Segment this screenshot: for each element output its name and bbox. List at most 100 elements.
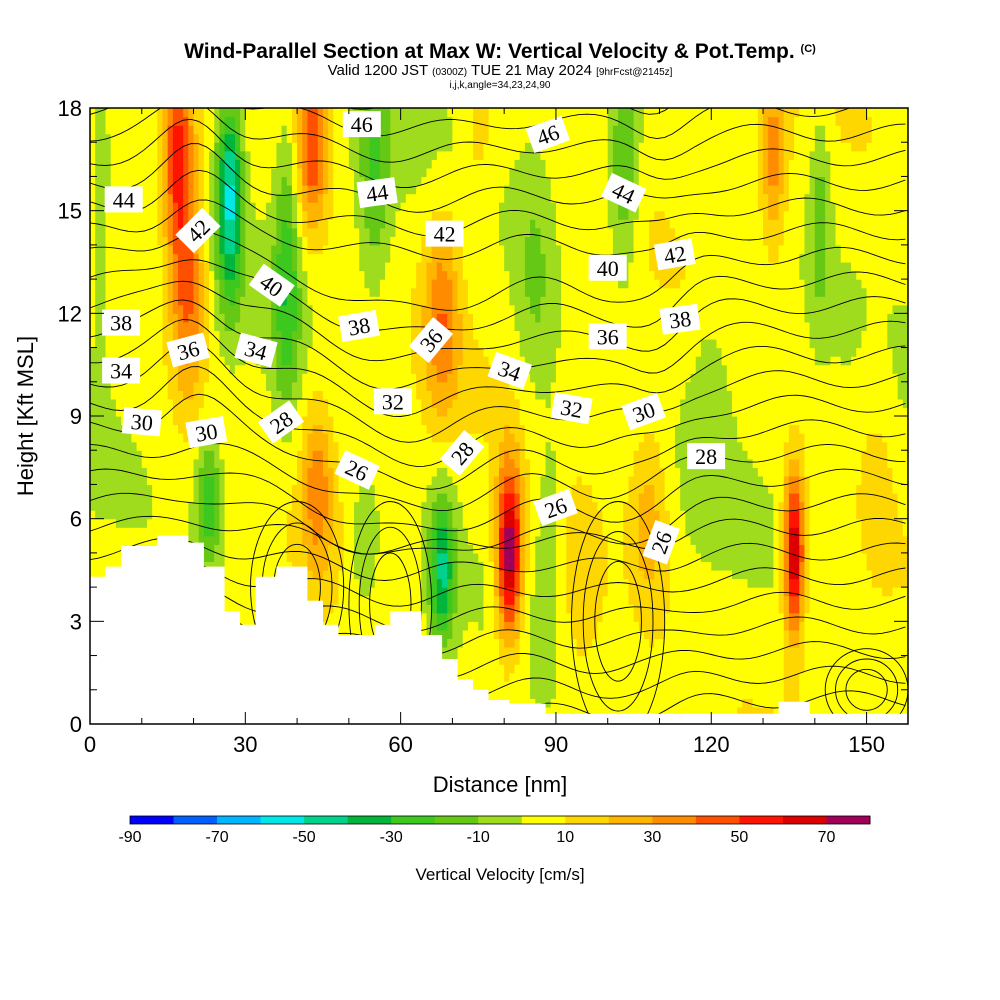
velocity-cell — [328, 236, 334, 246]
velocity-cell — [328, 321, 334, 332]
velocity-cell — [390, 167, 397, 178]
velocity-cell — [328, 347, 334, 357]
velocity-cell — [260, 210, 267, 220]
velocity-cell — [245, 441, 252, 451]
velocity-cell — [385, 133, 391, 143]
velocity-cell — [410, 527, 417, 537]
velocity-cell — [426, 262, 433, 272]
velocity-cell — [400, 313, 407, 323]
velocity-cell — [214, 458, 221, 468]
velocity-cell — [152, 125, 158, 135]
velocity-cell — [286, 227, 293, 237]
velocity-cell — [271, 356, 277, 366]
velocity-cell — [359, 424, 365, 434]
velocity-cell — [416, 142, 422, 152]
velocity-cell — [359, 570, 365, 580]
velocity-cell — [203, 185, 210, 195]
velocity-cell — [281, 116, 288, 126]
velocity-cell — [131, 339, 138, 349]
velocity-cell — [405, 125, 412, 135]
velocity-cell — [193, 467, 200, 477]
velocity-cell — [421, 227, 428, 237]
velocity-cell — [146, 125, 153, 135]
velocity-cell — [224, 210, 231, 220]
velocity-cell — [307, 150, 314, 160]
velocity-cell — [172, 484, 179, 494]
velocity-cell — [126, 133, 133, 143]
velocity-cell — [234, 253, 241, 263]
velocity-cell — [146, 279, 153, 289]
velocity-cell — [317, 475, 324, 486]
velocity-cell — [354, 510, 360, 520]
velocity-cell — [90, 527, 96, 537]
velocity-cell — [416, 304, 422, 314]
velocity-cell — [348, 339, 355, 349]
velocity-cell — [348, 595, 355, 605]
velocity-cell — [291, 125, 298, 135]
velocity-cell — [297, 116, 303, 126]
velocity-cell — [240, 484, 246, 494]
velocity-cell — [240, 150, 246, 160]
velocity-cell — [95, 150, 101, 160]
velocity-cell — [302, 364, 309, 374]
velocity-cell — [209, 253, 215, 263]
velocity-cell — [276, 253, 283, 263]
velocity-cell — [188, 133, 195, 143]
velocity-cell — [245, 595, 252, 605]
velocity-cell — [209, 142, 215, 152]
velocity-cell — [390, 108, 397, 118]
velocity-cell — [426, 595, 433, 605]
velocity-cell — [131, 493, 138, 503]
velocity-cell — [436, 458, 443, 468]
velocity-cell — [421, 125, 428, 135]
velocity-cell — [348, 416, 355, 426]
velocity-cell — [291, 493, 298, 503]
velocity-cell — [141, 467, 148, 477]
velocity-cell — [152, 227, 158, 237]
velocity-cell — [364, 150, 371, 160]
velocity-cell — [110, 142, 117, 152]
velocity-cell — [379, 501, 386, 511]
velocity-cell — [198, 313, 205, 323]
velocity-cell — [224, 484, 231, 494]
velocity-cell — [343, 142, 350, 152]
velocity-cell — [167, 185, 174, 195]
velocity-cell — [348, 544, 355, 554]
velocity-cell — [312, 552, 319, 563]
velocity-cell — [255, 108, 262, 118]
velocity-cell — [359, 133, 365, 143]
velocity-cell — [364, 159, 371, 169]
velocity-cell — [281, 381, 288, 391]
velocity-cell — [146, 390, 153, 400]
velocity-cell — [421, 458, 428, 468]
velocity-cell — [255, 416, 262, 426]
velocity-cell — [447, 612, 454, 622]
velocity-cell — [229, 467, 236, 477]
velocity-cell — [234, 185, 241, 195]
velocity-cell — [276, 518, 283, 528]
velocity-cell — [333, 210, 340, 220]
velocity-cell — [307, 595, 314, 605]
velocity-cell — [131, 210, 138, 220]
velocity-cell — [405, 193, 412, 203]
velocity-cell — [162, 433, 169, 443]
velocity-cell — [395, 210, 402, 220]
velocity-cell — [209, 484, 215, 494]
velocity-cell — [209, 133, 215, 143]
velocity-cell — [421, 219, 428, 229]
velocity-cell — [162, 287, 169, 297]
velocity-cell — [260, 150, 267, 160]
copyright-mark: (C) — [800, 43, 816, 55]
velocity-cell — [364, 544, 371, 554]
velocity-cell — [271, 458, 277, 468]
velocity-cell — [255, 518, 262, 528]
velocity-cell — [328, 159, 334, 169]
velocity-cell — [421, 150, 428, 160]
velocity-cell — [234, 424, 241, 434]
velocity-cell — [421, 604, 428, 614]
velocity-cell — [255, 527, 262, 537]
velocity-cell — [364, 570, 371, 580]
velocity-cell — [400, 108, 407, 118]
velocity-cell — [359, 381, 365, 391]
velocity-cell — [447, 595, 454, 605]
